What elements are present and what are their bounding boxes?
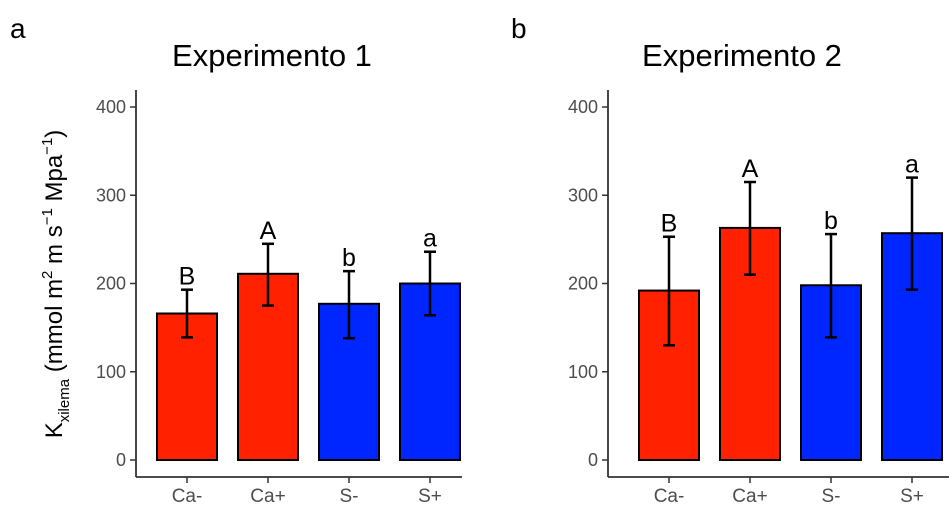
x-tick-label: Ca- [654,486,685,507]
y-axis-label-part4: ) [41,130,68,138]
x-tick-label: S+ [418,486,442,507]
x-tick-label: Ca+ [732,486,767,507]
significance-letter: B [179,263,196,291]
y-axis-label-sup3: −1 [39,138,56,155]
y-tick-label: 0 [588,450,598,470]
y-axis-label-sup1: 2 [39,271,56,279]
chart-panel-b: b Experimento 2 B Ca- A Ca+ b S-a S+ 0 100 200 300 40… [511,13,949,507]
chart-panels: a Experimento 1 B Ca- A Ca+ b S-a S+ 0 100 200 300 40… [10,13,949,507]
bar-Ca- [638,289,700,461]
chart-title: Experimento 2 [642,38,842,73]
y-tick-label: 300 [568,185,598,205]
x-tick-label: Ca- [172,486,203,507]
y-tick-label: 400 [96,97,126,117]
x-tick-label: Ca+ [250,486,285,507]
x-tick-label: S+ [900,486,924,507]
y-axis-label: Kxilema (mmol m2 m s−1 Mpa−1) [39,130,73,439]
y-tick-label: 100 [568,362,598,382]
x-tick-label: S- [822,486,841,507]
significance-letter: a [423,225,437,253]
significance-letter: A [742,155,759,183]
y-tick-label: 200 [568,274,598,294]
chart-title: Experimento 1 [172,38,372,73]
x-tick-label: S- [340,486,359,507]
y-tick-label: 300 [96,185,126,205]
y-axis-label-part2: m s [41,225,68,270]
significance-letter: a [905,151,919,179]
significance-letter: B [661,210,678,238]
y-axis-label-subscript: xilema [56,378,73,422]
significance-letter: A [260,217,277,245]
y-axis-label-part1: (mmol m [41,279,68,379]
panel-letter: a [10,13,26,44]
y-tick-label: 400 [568,97,598,117]
significance-letter: b [342,244,356,272]
y-tick-label: 200 [96,274,126,294]
significance-letter: b [824,207,838,235]
panel-letter: b [511,13,527,44]
y-tick-label: 100 [96,362,126,382]
y-tick-label: 0 [116,450,126,470]
chart-panel-a: a Experimento 1 B Ca- A Ca+ b S-a S+ 0 100 200 300 40… [10,13,462,507]
y-axis-label-base: K [41,422,68,438]
y-axis-label-sup2: −1 [39,208,56,225]
y-axis-label-part3: Mpa [41,154,68,208]
